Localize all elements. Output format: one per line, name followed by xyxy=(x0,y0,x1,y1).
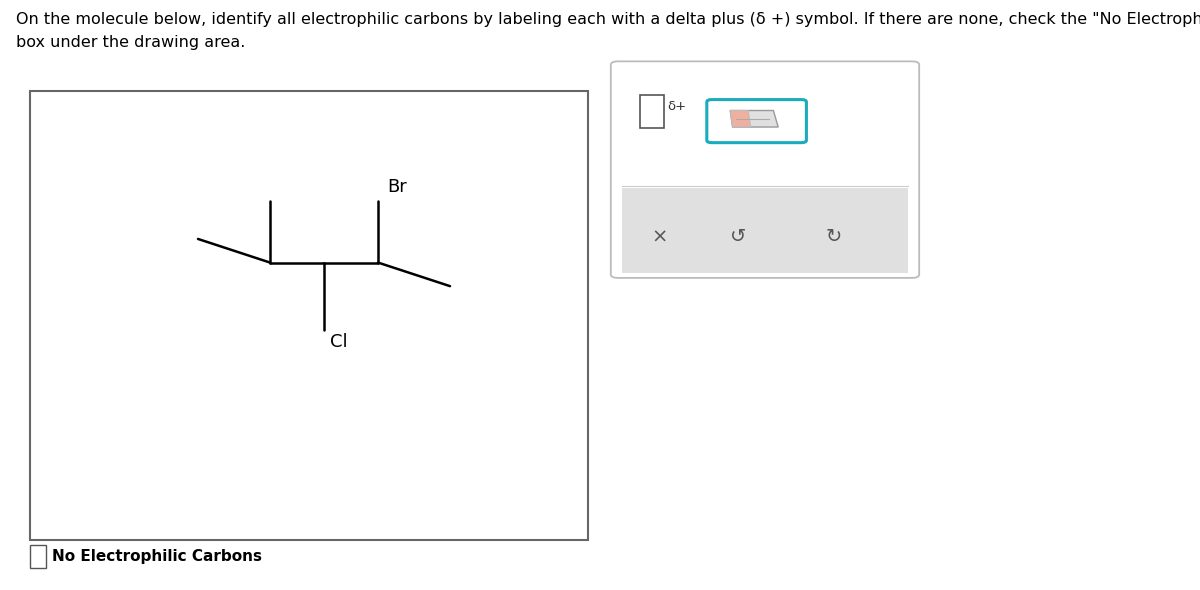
Text: Cl: Cl xyxy=(330,333,348,352)
FancyBboxPatch shape xyxy=(707,100,806,143)
FancyBboxPatch shape xyxy=(611,61,919,278)
Bar xyxy=(640,95,664,128)
Bar xyxy=(622,67,908,186)
Text: ↻: ↻ xyxy=(826,227,842,246)
Text: δ+: δ+ xyxy=(667,100,686,113)
Text: Br: Br xyxy=(388,178,407,196)
Text: No Electrophilic Carbons: No Electrophilic Carbons xyxy=(52,549,262,564)
Text: ↺: ↺ xyxy=(730,227,746,246)
Bar xyxy=(30,91,588,540)
Text: On the molecule below, identify all electrophilic carbons by labeling each with : On the molecule below, identify all elec… xyxy=(16,12,1200,27)
Text: box under the drawing area.: box under the drawing area. xyxy=(16,35,245,50)
Polygon shape xyxy=(730,110,751,127)
Polygon shape xyxy=(730,110,778,127)
Bar xyxy=(622,188,908,273)
Text: ×: × xyxy=(652,227,668,246)
Bar xyxy=(30,545,46,568)
